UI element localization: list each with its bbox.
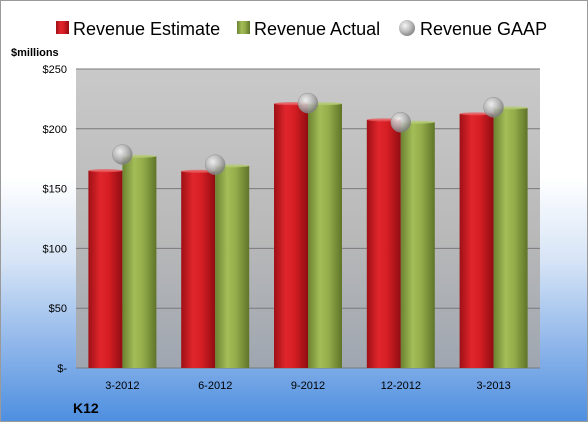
estimate-bar-cap <box>181 169 216 173</box>
estimate-bar-cap <box>88 169 123 173</box>
gaap-marker <box>112 144 133 165</box>
actual-bar <box>493 107 528 369</box>
y-tick-label: $150 <box>43 184 67 196</box>
legend-marker-gaap <box>399 20 415 36</box>
y-axis-ticks: $- $50 $100 $150 $200 $250 <box>43 64 68 375</box>
y-tick-label: $- <box>57 363 67 375</box>
x-tick-label: 3-2013 <box>476 380 510 392</box>
actual-bar <box>122 156 157 368</box>
company-label: K12 <box>73 400 99 416</box>
x-tick-label: 6-2012 <box>198 380 232 392</box>
y-tick-label: $200 <box>43 124 67 136</box>
gaap-marker <box>297 92 319 114</box>
bars <box>88 102 528 369</box>
x-axis-ticks: 3-2012 6-2012 9-2012 12-2012 3-2013 <box>105 380 510 392</box>
legend-swatch-actual <box>237 21 250 34</box>
actual-bar <box>215 165 250 368</box>
legend-label-actual: Revenue Actual <box>254 19 380 39</box>
legend-label-gaap: Revenue GAAP <box>420 19 547 39</box>
gaap-markers <box>112 92 504 175</box>
estimate-bar <box>88 170 123 368</box>
estimate-bar-cap <box>459 112 494 116</box>
y-axis-unit-label: $millions <box>11 47 59 59</box>
y-tick-label: $250 <box>43 64 67 76</box>
x-tick-label: 12-2012 <box>381 380 421 392</box>
chart-legend: Revenue Estimate Revenue Actual Revenue … <box>56 19 547 39</box>
x-tick-label: 3-2012 <box>105 380 139 392</box>
estimate-bar <box>459 113 494 368</box>
estimate-bar <box>366 119 401 368</box>
legend-swatch-estimate <box>56 21 69 34</box>
gaap-marker <box>483 97 504 118</box>
estimate-bar <box>274 103 308 369</box>
gaap-marker <box>204 154 226 175</box>
legend-label-estimate: Revenue Estimate <box>73 19 220 39</box>
actual-bar <box>400 122 435 368</box>
x-tick-label: 9-2012 <box>291 380 325 392</box>
estimate-bar <box>181 171 216 368</box>
gaap-marker <box>390 111 412 133</box>
legend-item-actual: Revenue Actual <box>237 19 380 39</box>
actual-bar <box>308 103 342 369</box>
legend-item-estimate: Revenue Estimate <box>56 19 220 39</box>
y-tick-label: $100 <box>43 243 67 255</box>
y-tick-label: $50 <box>49 303 67 315</box>
legend-item-gaap: Revenue GAAP <box>399 19 547 39</box>
